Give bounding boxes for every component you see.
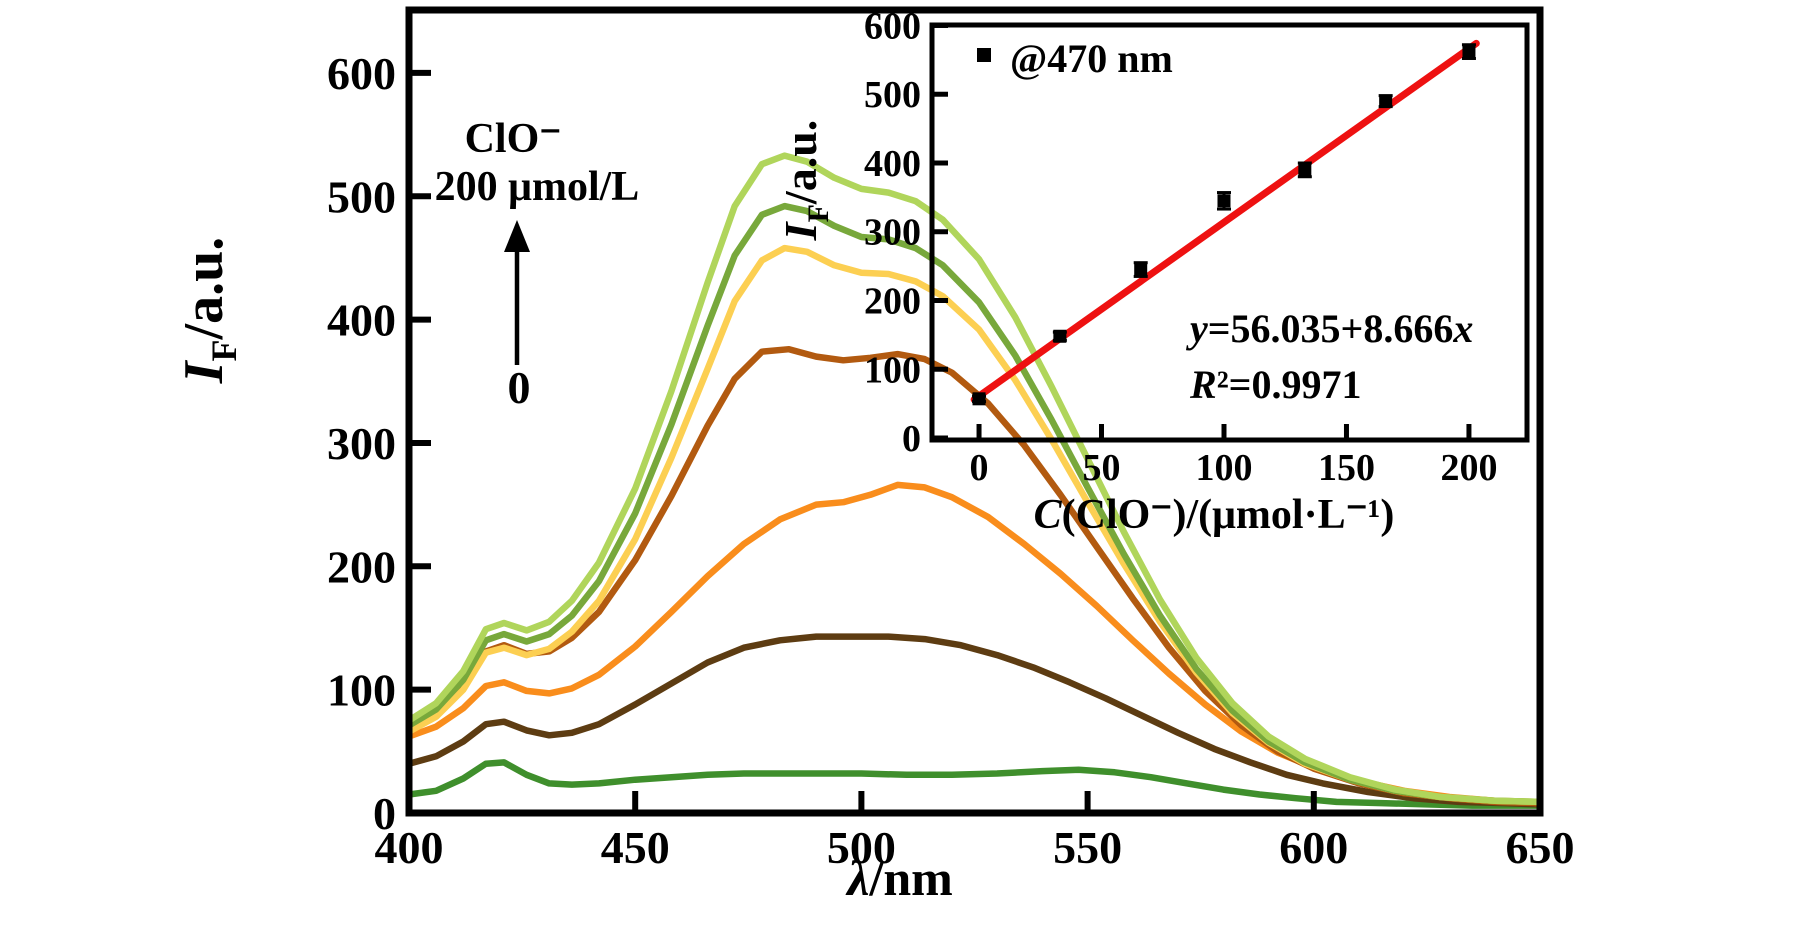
inset-x-tick-label: 150	[1318, 447, 1375, 489]
fit-r-squared-text: R²=0.9971	[1189, 362, 1361, 407]
legend-square-marker-icon	[977, 48, 991, 62]
spectrum-curve-200-umol	[405, 152, 1544, 806]
inset-x-axis-title: C(ClO⁻)/(μmol·L⁻¹)	[1034, 492, 1395, 538]
data-point-square-marker	[972, 392, 986, 406]
main-y-tick-label: 400	[327, 295, 396, 346]
data-point-square-marker	[1053, 329, 1067, 343]
main-y-tick-label: 0	[373, 788, 396, 839]
inset-y-tick-label: 0	[902, 418, 921, 460]
inset-x-tick-label: 50	[1083, 447, 1121, 489]
annotation-analyte: ClO⁻	[465, 116, 562, 162]
main-x-axis-title: λ/nm	[845, 850, 953, 906]
concentration-annotation: ClO⁻ 200 μmol/L 0	[435, 116, 640, 413]
legend-label: @470 nm	[1010, 36, 1173, 81]
data-point-square-marker	[1379, 94, 1393, 108]
main-y-axis-title: IF/a.u.	[173, 237, 244, 385]
main-x-tick-label: 450	[601, 822, 670, 873]
main-spectra-curves-group	[405, 152, 1544, 809]
annotation-max-concentration: 200 μmol/L	[435, 164, 640, 210]
data-point-square-marker	[1217, 194, 1231, 208]
main-x-tick-label: 650	[1506, 822, 1575, 873]
main-y-tick-label: 300	[327, 418, 396, 469]
main-plot-border	[405, 6, 1544, 817]
data-point-square-marker	[1298, 163, 1312, 177]
spectrum-curve-0-umol	[405, 759, 1544, 809]
inset-x-tick-label: 100	[1195, 447, 1252, 489]
main-y-tick-label: 600	[327, 48, 396, 99]
fit-equation-text: y=56.035+8.666x	[1186, 306, 1473, 351]
main-x-tick-label: 400	[375, 822, 444, 873]
inset-y-tick-label: 400	[864, 143, 921, 185]
data-point-square-marker	[1462, 45, 1476, 59]
inset-y-tick-label: 300	[864, 212, 921, 254]
spectrum-curve-166-umol	[405, 202, 1544, 806]
inset-y-tick-label: 500	[864, 74, 921, 116]
spectrum-curve-33-umol	[405, 633, 1544, 808]
main-y-tick-label: 100	[327, 665, 396, 716]
inset-x-tick-label: 0	[970, 447, 989, 489]
inset-y-tick-label: 600	[864, 5, 921, 47]
concentration-arrow-head-icon	[504, 220, 530, 252]
data-point-square-marker	[1134, 263, 1148, 277]
main-x-tick-label: 500	[827, 822, 896, 873]
main-x-tick-label: 600	[1279, 822, 1348, 873]
main-y-tick-label: 500	[327, 171, 396, 222]
inset-x-tick-label: 200	[1440, 447, 1497, 489]
inset-data-points-group	[972, 43, 1476, 406]
inset-y-tick-label: 200	[864, 280, 921, 322]
inset-y-tick-label: 100	[864, 349, 921, 391]
inset-axes-ticks-group: 0 50 100 150 200 0 100 200 300 400 500 600	[864, 5, 1497, 489]
annotation-min-concentration: 0	[508, 362, 531, 413]
inset-y-axis-title: IF/a.u.	[775, 120, 835, 242]
main-y-tick-label: 200	[327, 541, 396, 592]
inset-legend: @470 nm	[977, 36, 1173, 81]
main-x-tick-label: 550	[1053, 822, 1122, 873]
